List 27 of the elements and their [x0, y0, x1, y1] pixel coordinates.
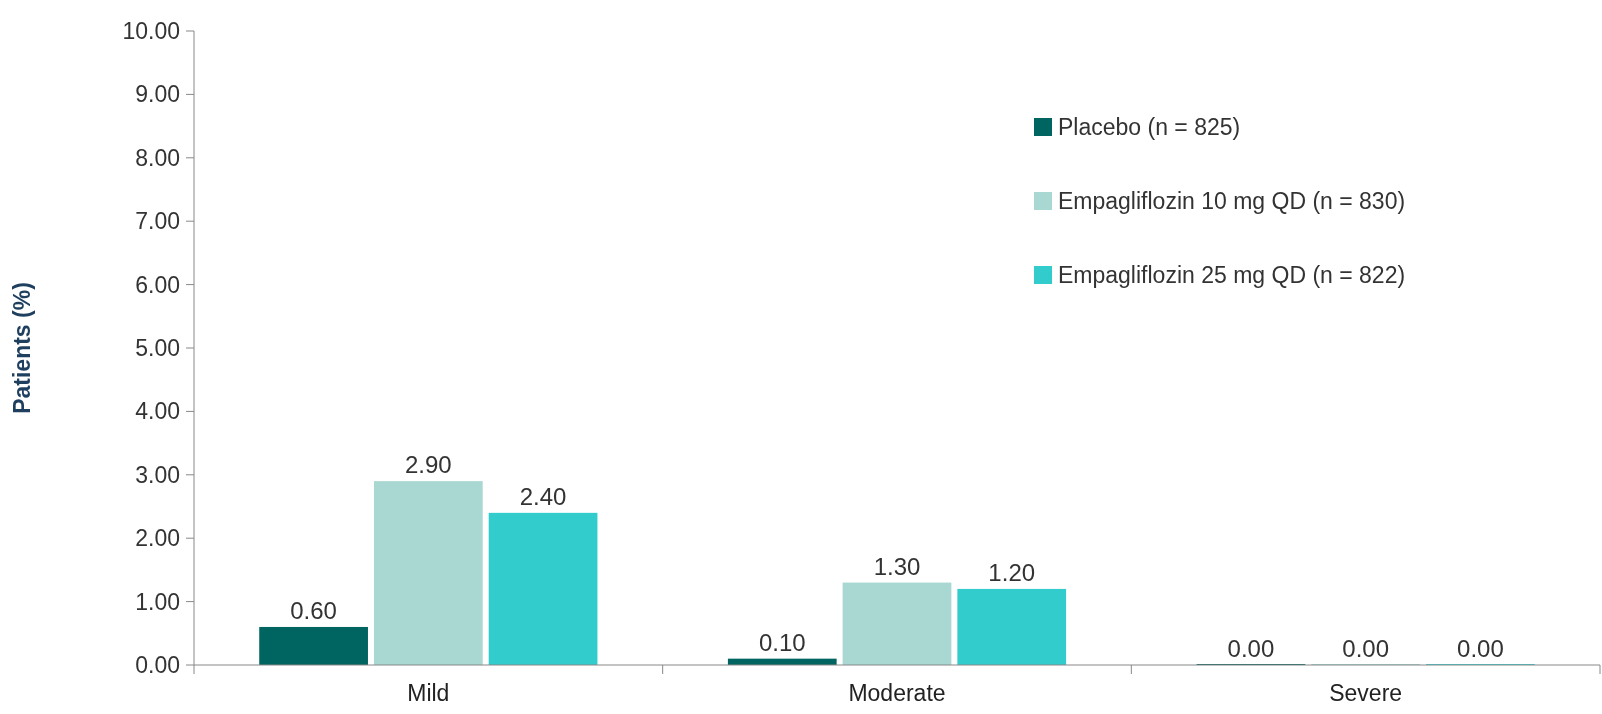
y-tick-label: 9.00: [135, 81, 180, 108]
y-tick-label: 8.00: [135, 144, 180, 171]
y-tick-label: 7.00: [135, 208, 180, 235]
data-label: 2.40: [519, 482, 567, 510]
data-label: 0.60: [290, 596, 337, 624]
y-tick-label: 4.00: [135, 398, 180, 425]
x-tick-label: Moderate: [848, 680, 946, 706]
legend-label: Placebo (n = 825): [1058, 114, 1241, 141]
data-label: 1.30: [873, 552, 921, 580]
data-label: 0.00: [1342, 635, 1390, 662]
y-tick-label: 2.00: [135, 525, 180, 552]
data-label: 0.10: [758, 628, 806, 656]
x-tick-label: Severe: [1329, 680, 1403, 706]
y-tick-label: 3.00: [135, 461, 180, 488]
legend-label: Empagliflozin 10 mg QD (n = 830): [1058, 188, 1406, 215]
y-tick-label: 10.00: [122, 18, 180, 45]
data-label: 0.00: [1457, 635, 1504, 662]
data-label: 1.20: [988, 558, 1036, 586]
data-label: 2.90: [404, 451, 452, 479]
legend-label: Empagliflozin 25 mg QD (n = 822): [1058, 262, 1406, 289]
data-label: 0.00: [1227, 635, 1275, 662]
y-axis-title: Patients (%): [9, 282, 35, 414]
x-tick-label: Mild: [407, 680, 450, 706]
y-tick-label: 0.00: [135, 652, 180, 679]
y-tick-label: 6.00: [135, 271, 180, 298]
y-tick-label: 1.00: [135, 588, 180, 615]
y-tick-label: 5.00: [135, 335, 180, 362]
